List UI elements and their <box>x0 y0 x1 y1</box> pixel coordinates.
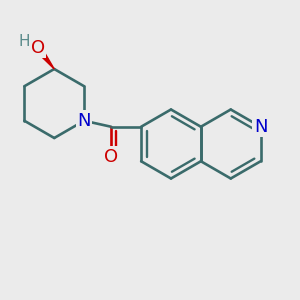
Text: H: H <box>19 34 30 50</box>
Text: N: N <box>77 112 91 130</box>
Text: N: N <box>254 118 267 136</box>
Polygon shape <box>35 46 54 69</box>
Text: O: O <box>31 39 45 57</box>
Text: O: O <box>104 148 118 166</box>
